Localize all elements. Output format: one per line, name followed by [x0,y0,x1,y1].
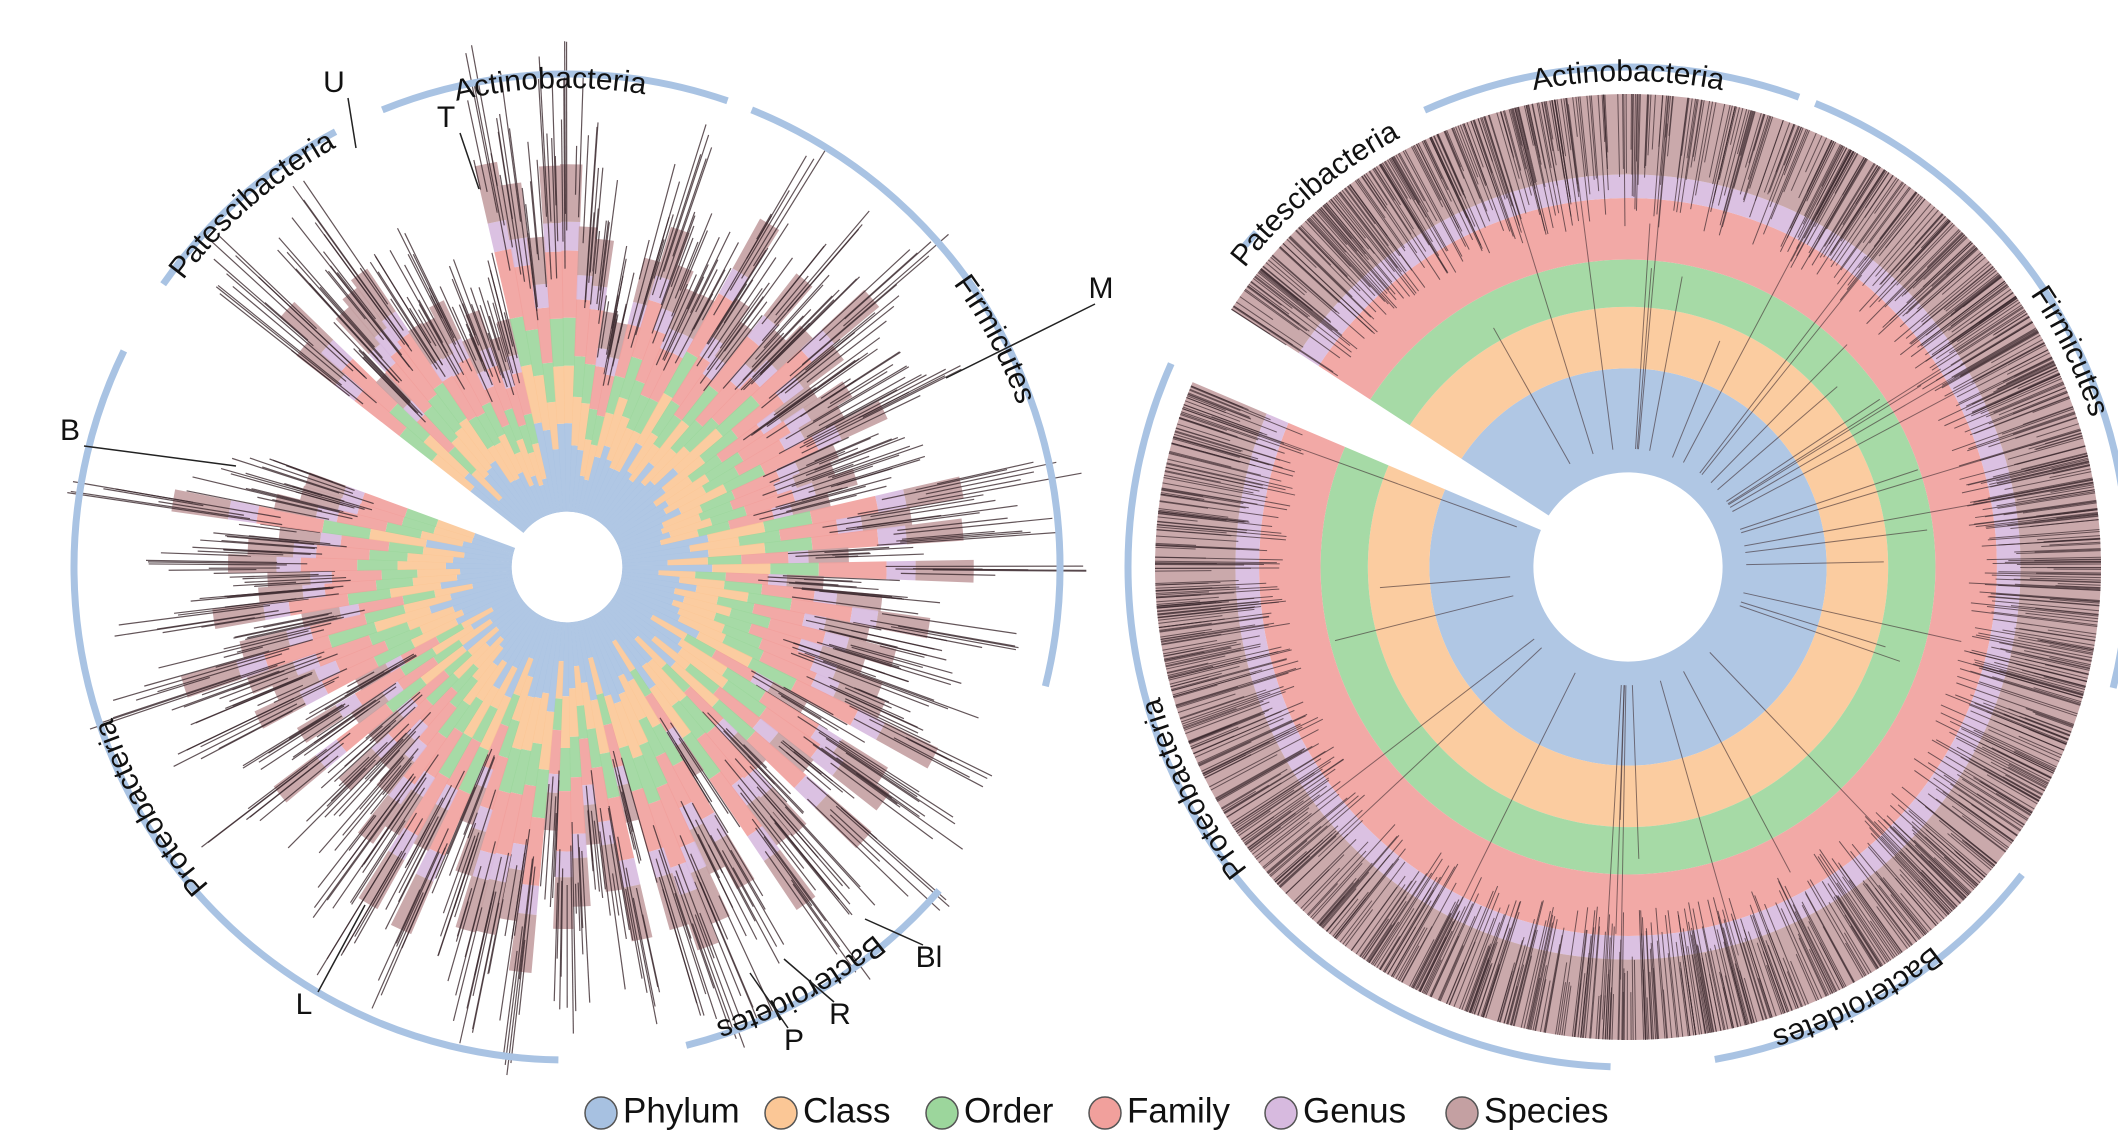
taxon-band [875,611,930,638]
marker-label: Bl [916,941,943,974]
branch [318,815,374,888]
legend-swatch [926,1097,958,1129]
phylum-label: Actinobacteria [1529,55,1727,97]
branch [174,704,297,767]
marker-line [348,98,356,148]
branch [863,376,945,418]
legend-swatch [765,1097,797,1129]
phylum-label-text: Patescibacteria [163,124,341,285]
branch [891,627,1016,650]
phylum-label: Proteobacteria [88,715,215,902]
phylum-label: Actinobacteria [451,62,649,108]
branch [260,756,338,821]
branch [576,884,577,914]
marker-label: U [323,66,345,99]
legend-label: Order [964,1091,1054,1130]
right-tree: ActinobacteriaPatescibacteriaFirmicutesB… [1128,55,2118,1067]
legend-label: Phylum [623,1091,740,1130]
marker-label: R [829,998,851,1031]
branch [836,806,949,907]
legend-label: Genus [1303,1091,1406,1130]
figure: Actinobacteria Patescibacteria Firmicutes B… [0,0,2118,1133]
branch [664,135,709,272]
taxon-band [886,561,915,580]
legend-label: Class [803,1091,891,1130]
branch [2017,564,2101,565]
branch [870,621,1015,647]
legend-swatch [585,1097,617,1129]
phylum-label-text: Actinobacteria [451,62,649,108]
branch [937,462,1033,484]
marker-line [318,905,365,992]
taxon-band [819,561,887,579]
branch [209,239,353,371]
legend-swatch [1265,1097,1297,1129]
branch [201,711,293,759]
legend-label: Family [1127,1091,1231,1130]
branch [764,837,826,921]
legend-label: Species [1484,1091,1609,1130]
marker-label: M [1089,272,1114,305]
taxon-band [561,222,580,251]
branch [673,159,706,257]
taxon-band [543,223,563,252]
marker-line [84,446,236,466]
marker-label: P [784,1024,804,1057]
phylum-label: Patescibacteria [163,124,341,285]
branch [169,570,257,571]
marker-label: T [437,101,455,134]
branch [115,614,261,636]
marker-label: B [60,414,80,447]
phylum-label-text: Proteobacteria [88,715,215,902]
taxon-band [555,851,572,877]
branch [233,286,346,381]
branch [163,618,255,633]
taxon-band [915,560,973,583]
phylum-label-text: Firmicutes [948,269,1043,408]
root-hole [512,512,622,622]
legend-swatch [1446,1097,1478,1129]
left-tree: Actinobacteria Patescibacteria Firmicutes B… [60,41,1114,1075]
branch [845,242,931,319]
branch [787,250,909,363]
branch [819,253,917,341]
branch [843,234,948,326]
branch [216,287,363,404]
phylum-label-text: Actinobacteria [1529,55,1727,97]
branch [830,809,940,910]
branch [753,151,825,266]
branch [742,159,814,279]
phylum-label: Firmicutes [948,269,1043,408]
branch [208,766,308,842]
branch [1624,973,1625,1040]
taxon-band [1429,368,1826,765]
branch [220,236,317,328]
marker-label: L [296,988,313,1021]
legend: Phylum Class Order Family Genus Species [585,1091,1609,1130]
branch [894,738,970,778]
legend-swatch [1089,1097,1121,1129]
branch [372,892,423,1008]
